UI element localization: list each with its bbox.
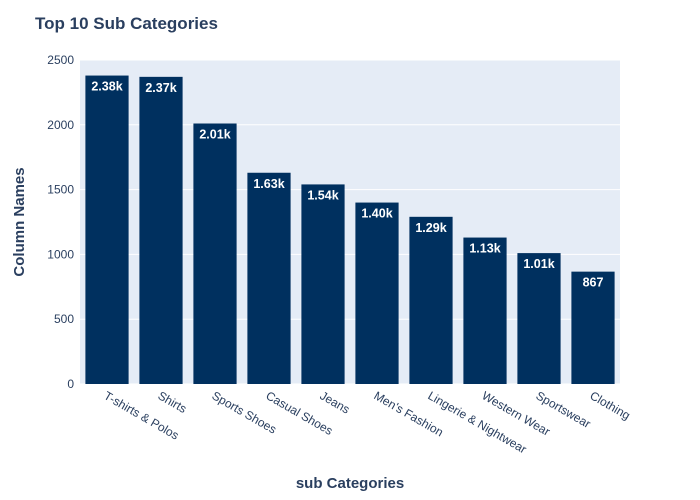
y-axis-title: Column Names <box>11 167 28 276</box>
y-tick-label: 2500 <box>47 53 74 67</box>
y-tick-label: 500 <box>54 312 74 326</box>
bar-3 <box>247 172 291 384</box>
x-axis-title: sub Categories <box>296 475 404 492</box>
bar-data-label: 2.01k <box>199 128 230 142</box>
x-tick-label: Lingerie & Nightwear <box>426 388 529 456</box>
y-axis-ticks: 0 500 1000 1500 2000 2500 <box>47 53 74 391</box>
bars <box>85 75 615 385</box>
bar-data-label: 2.37k <box>145 81 176 95</box>
x-tick-label: Clothing <box>588 388 633 422</box>
y-tick-label: 1000 <box>47 247 74 261</box>
bar-4 <box>301 184 345 384</box>
bar-data-label: 867 <box>583 276 604 290</box>
x-tick-label: Shirts <box>156 388 190 415</box>
bar-5 <box>355 202 399 384</box>
y-tick-label: 0 <box>67 377 74 391</box>
bar-data-label: 1.13k <box>469 242 500 256</box>
x-tick-label: Jeans <box>318 388 353 416</box>
bar-6 <box>409 216 453 384</box>
bar-data-label: 1.54k <box>307 188 338 202</box>
bar-data-label: 2.38k <box>91 80 122 94</box>
bar-8 <box>517 253 561 384</box>
bar-labels: 2.38k 2.37k 2.01k 1.63k 1.54k 1.40k 1.29k 1.13k… <box>91 80 603 290</box>
bar-1 <box>139 76 183 385</box>
bar-data-label: 1.01k <box>523 257 554 271</box>
chart-title: Top 10 Sub Categories <box>35 14 218 33</box>
bar-2 <box>193 123 237 384</box>
bar-9 <box>571 271 615 384</box>
y-tick-label: 2000 <box>47 118 74 132</box>
y-tick-label: 1500 <box>47 183 74 197</box>
bar-7 <box>463 237 507 384</box>
bar-data-label: 1.29k <box>415 221 446 235</box>
bar-data-label: 1.40k <box>361 207 392 221</box>
bar-0 <box>85 75 129 384</box>
bar-data-label: 1.63k <box>253 177 284 191</box>
